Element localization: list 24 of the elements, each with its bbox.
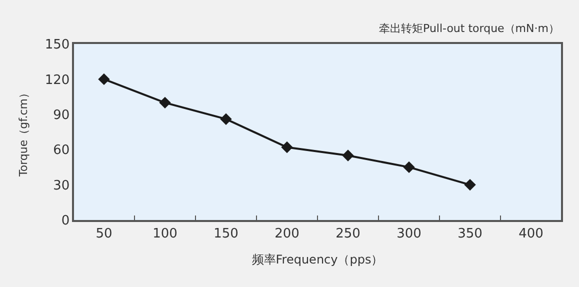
point: [342, 150, 354, 162]
y-axis-title: Torque（gf.cm）: [16, 88, 30, 178]
point: [464, 178, 476, 191]
x-axis-title: 频率Frequency（pps）: [252, 252, 384, 267]
point: [281, 141, 293, 154]
x-tick-label: 100: [152, 226, 178, 242]
point: [98, 73, 110, 86]
x-tick-label: 400: [518, 226, 544, 242]
point: [403, 161, 415, 174]
x-tick-label: 350: [458, 226, 482, 242]
x-tick-label: 50: [96, 226, 112, 242]
y-tick-label: 120: [44, 72, 70, 88]
x-tick-label: 150: [214, 226, 238, 242]
point: [220, 113, 232, 125]
y-tick-label: 0: [61, 214, 70, 229]
x-tick-label: 300: [396, 226, 422, 242]
y-tick-label: 150: [44, 38, 70, 53]
y-tick-label: 60: [53, 143, 70, 158]
x-tick-label: 250: [336, 226, 360, 242]
text: 牵出转矩Pull-out torque（mN·m）: [379, 22, 560, 35]
x-tick-label: 200: [274, 226, 300, 242]
y-tick-label: 90: [53, 108, 70, 123]
y-tick-label: 30: [53, 178, 70, 194]
point: [159, 96, 171, 109]
